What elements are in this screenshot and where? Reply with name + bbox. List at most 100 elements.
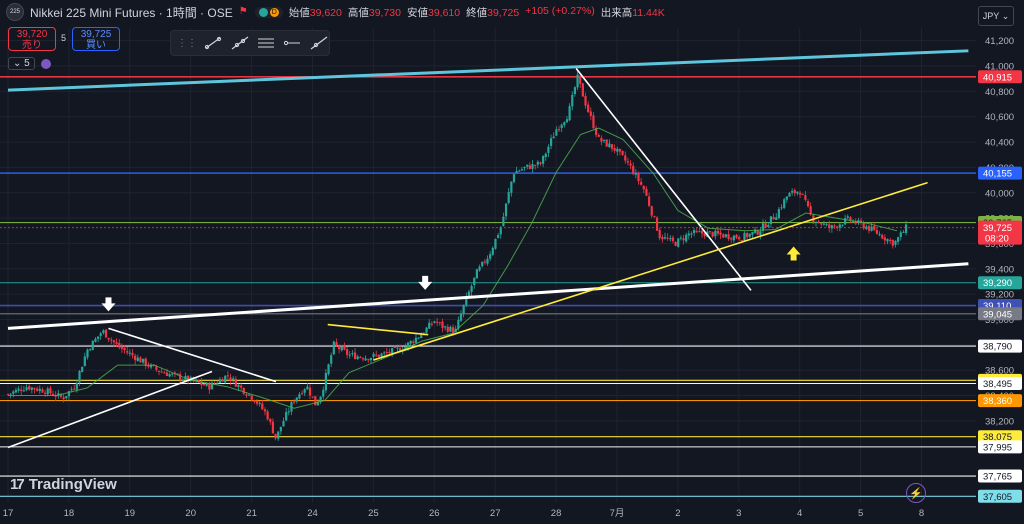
sell-label: 売り [22,40,42,51]
candle-body [449,326,452,332]
candle-body [293,401,296,403]
candle-body [679,237,682,239]
grid [0,28,976,502]
trend-line-icon[interactable] [203,34,223,52]
candle-body [25,387,28,391]
chart-header: 225 Nikkei 225 Mini Futures · 1時間 · OSE … [0,0,665,24]
ray-icon[interactable] [229,34,249,52]
close-value: 39,725 [487,6,520,19]
x-tick-label: 27 [490,508,501,519]
sell-button[interactable]: 39,720 売り [8,27,56,51]
candle-body [391,348,394,355]
candle-body [841,224,844,226]
symbol-title[interactable]: Nikkei 225 Mini Futures · 1時間 · OSE [30,5,233,20]
level-badge-label: 37,765 [983,472,1012,483]
candle-body [571,94,574,107]
candle-body [470,285,473,292]
buy-button[interactable]: 39,725 買い [72,27,120,51]
candle-body [589,111,592,116]
candle-body [306,386,309,390]
candle-body [28,386,31,390]
candle-body [338,345,341,350]
candle-body [446,326,449,332]
candle-body [428,322,431,329]
candle-body [213,383,216,385]
open-value: 39,620 [309,6,342,19]
candle-body [242,388,245,394]
candle-body [417,337,420,339]
candle-body [833,225,836,227]
candle-body [473,277,476,286]
horizontal-ray-icon[interactable] [282,34,302,52]
candle-body [592,115,595,129]
indicators-toggle[interactable]: ⌄ 5 [8,57,35,70]
candle-body [716,230,720,234]
candle-body [131,352,134,356]
candle-body [57,393,60,396]
candle-body [123,347,126,351]
extended-line-icon[interactable] [309,34,329,52]
candle-body [351,353,354,355]
candle-body [300,393,304,395]
candle-body [753,229,757,233]
candle-body [343,345,346,350]
drag-handle-icon[interactable]: ⋮⋮ [177,37,197,49]
y-tick-label: 40,600 [985,112,1014,123]
candle-body [881,234,884,239]
candle-body [809,206,812,215]
spread-value: 5 [61,33,67,43]
candle-body [483,261,486,263]
candle-body [372,353,375,357]
candle-body [613,147,616,151]
candle-body [134,355,137,361]
candle-body [671,237,675,242]
candle-body [136,357,139,361]
indicator-icon[interactable] [40,58,51,69]
candle-body [682,238,685,241]
candle-body [693,230,696,234]
candle-body [12,391,15,394]
candle-body [727,234,730,240]
trend-line [7,262,969,330]
candle-body [724,234,728,237]
tradingview-logo[interactable]: 17 TradingView [10,476,117,493]
candle-body [229,377,232,381]
candle-body [865,226,868,229]
candle-body [626,161,630,163]
candle-body [481,261,484,267]
close-label: 終値 [466,6,488,19]
candle-body [886,239,889,242]
candle-body [462,304,465,314]
candle-body [897,237,900,242]
candle-body [714,230,717,237]
candle-body [414,337,418,343]
candle-body [510,181,513,193]
candle-body [859,220,863,223]
candle-body [205,383,208,386]
level-badge [978,489,1022,503]
currency-selector[interactable]: JPY ⌄ [978,6,1014,26]
tradingview-mark-icon: 17 [10,476,25,493]
candle-body [504,203,508,217]
symbol-logo: 225 [6,3,24,21]
candle-body [359,356,362,358]
candle-body [269,418,272,422]
candle-body [234,378,237,387]
flash-icon[interactable]: ⚡ [906,483,926,503]
parallel-channel-icon[interactable] [256,34,276,52]
candle-body [335,342,338,346]
candle-body [361,358,365,360]
level-badge [978,440,1022,454]
candle-body [208,383,211,390]
candle-body [825,224,828,226]
down-arrow-icon [418,275,433,290]
candle-body [544,153,547,157]
candle-body [274,433,277,439]
flag-icon[interactable]: ⚑ [238,6,248,17]
candle-body [587,104,590,112]
candle-body [218,379,222,383]
candle-body [255,401,259,404]
candle-body [104,329,108,338]
level-badge-label: 38,495 [983,379,1012,390]
